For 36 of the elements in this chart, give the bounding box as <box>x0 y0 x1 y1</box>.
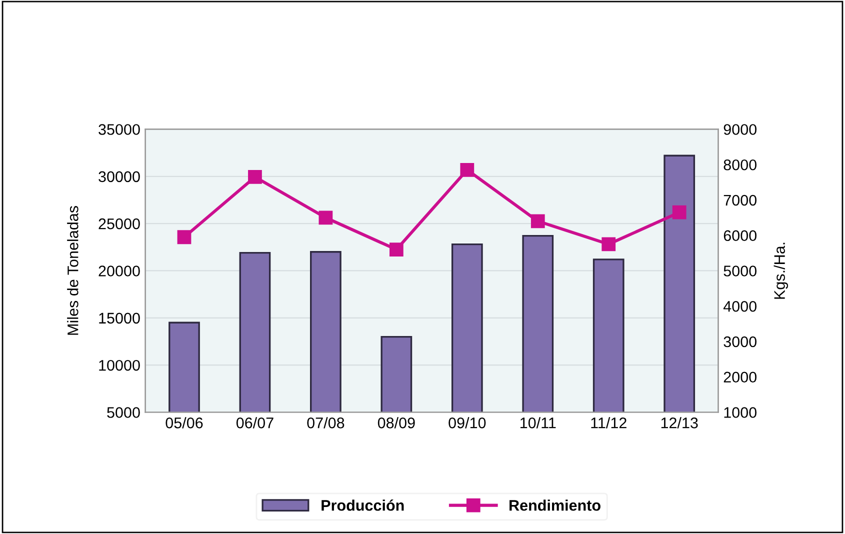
y2-tick-label: 8000 <box>724 159 756 170</box>
x-tick-label: 11/12 <box>591 417 626 428</box>
y-tick-label: 35000 <box>98 124 140 135</box>
point <box>177 230 192 244</box>
legend-label: Producción <box>322 499 404 511</box>
y2-tick-label: 9000 <box>724 124 756 135</box>
y-tick-label: 25000 <box>98 218 140 230</box>
point <box>318 210 333 225</box>
y-tick-label: 15000 <box>99 312 140 324</box>
y-axis-title: Miles de Toneladas <box>67 206 78 335</box>
x-tick-label: 06/07 <box>236 417 274 428</box>
x-tick-label: 12/13 <box>661 417 698 428</box>
point <box>530 214 545 228</box>
y2-tick-label: 7000 <box>724 194 756 206</box>
point <box>460 162 474 177</box>
y-tick-label: 30000 <box>98 171 140 182</box>
point <box>389 242 404 256</box>
x-tick-label: 05/06 <box>166 417 203 428</box>
y2-tick-label: 4000 <box>723 300 756 312</box>
y2-tick-label: 3000 <box>724 336 756 348</box>
y-tick-label: 20000 <box>98 266 140 276</box>
x-tick-label: 09/10 <box>448 417 486 428</box>
y2-tick-label: 2000 <box>724 372 756 383</box>
y2-tick-label: 5000 <box>724 266 756 276</box>
x-tick-label: 08/09 <box>378 417 415 428</box>
y-tick-label: 10000 <box>99 360 140 371</box>
x-tick-label: 10/11 <box>520 417 556 428</box>
point <box>602 237 616 252</box>
point <box>248 170 262 184</box>
y2-tick-label: 6000 <box>724 230 756 242</box>
y-tick-label: 5000 <box>107 407 140 418</box>
x-tick-label: 07/08 <box>307 417 344 428</box>
y2-tick-label: 1000 <box>724 407 756 418</box>
y2-axis-title: Kgs./Ha. <box>774 242 788 299</box>
legend-label: Rendimiento <box>510 500 600 511</box>
point <box>672 205 686 220</box>
